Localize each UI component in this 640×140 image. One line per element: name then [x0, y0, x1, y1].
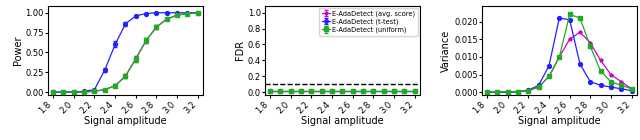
E-AdaDetect (avg. score) — [514, 91, 522, 93]
E-AdaDetect (t-test) — [597, 84, 605, 86]
E-AdaDetect (uniform) — [607, 81, 615, 83]
E-AdaDetect (t-test) — [514, 91, 522, 93]
E-AdaDetect (t-test) — [628, 90, 636, 91]
E-AdaDetect (uniform) — [556, 56, 563, 58]
E-AdaDetect (t-test) — [483, 92, 491, 93]
E-AdaDetect (t-test) — [576, 63, 584, 65]
E-AdaDetect (avg. score) — [566, 38, 573, 40]
Y-axis label: Power: Power — [13, 36, 22, 65]
E-AdaDetect (uniform) — [566, 14, 573, 15]
E-AdaDetect (t-test) — [556, 17, 563, 19]
Legend: E-AdaDetect (avg. score), E-AdaDetect (t-test), E-AdaDetect (uniform): E-AdaDetect (avg. score), E-AdaDetect (t… — [319, 8, 418, 36]
E-AdaDetect (uniform) — [514, 91, 522, 93]
E-AdaDetect (avg. score) — [628, 88, 636, 90]
E-AdaDetect (t-test) — [504, 91, 511, 93]
E-AdaDetect (uniform) — [545, 76, 553, 77]
Y-axis label: Variance: Variance — [442, 29, 451, 72]
Line: E-AdaDetect (avg. score): E-AdaDetect (avg. score) — [485, 30, 634, 94]
E-AdaDetect (avg. score) — [556, 56, 563, 58]
E-AdaDetect (t-test) — [566, 19, 573, 21]
X-axis label: Signal amplitude: Signal amplitude — [84, 116, 167, 126]
E-AdaDetect (uniform) — [525, 90, 532, 91]
X-axis label: Signal amplitude: Signal amplitude — [301, 116, 384, 126]
E-AdaDetect (t-test) — [535, 84, 543, 86]
X-axis label: Signal amplitude: Signal amplitude — [518, 116, 600, 126]
E-AdaDetect (t-test) — [493, 91, 501, 93]
Line: E-AdaDetect (t-test): E-AdaDetect (t-test) — [485, 16, 634, 94]
E-AdaDetect (avg. score) — [525, 90, 532, 91]
E-AdaDetect (uniform) — [576, 17, 584, 19]
E-AdaDetect (avg. score) — [618, 81, 625, 83]
E-AdaDetect (t-test) — [607, 86, 615, 88]
E-AdaDetect (avg. score) — [576, 31, 584, 33]
E-AdaDetect (uniform) — [586, 46, 594, 47]
E-AdaDetect (uniform) — [483, 92, 491, 93]
Y-axis label: FDR: FDR — [235, 40, 244, 60]
E-AdaDetect (avg. score) — [586, 42, 594, 44]
E-AdaDetect (t-test) — [545, 65, 553, 67]
E-AdaDetect (uniform) — [597, 70, 605, 72]
E-AdaDetect (t-test) — [618, 88, 625, 90]
E-AdaDetect (avg. score) — [597, 60, 605, 61]
E-AdaDetect (avg. score) — [493, 91, 501, 93]
E-AdaDetect (t-test) — [586, 81, 594, 83]
E-AdaDetect (uniform) — [618, 84, 625, 86]
E-AdaDetect (avg. score) — [504, 91, 511, 93]
E-AdaDetect (avg. score) — [483, 92, 491, 93]
E-AdaDetect (uniform) — [628, 88, 636, 90]
E-AdaDetect (t-test) — [525, 89, 532, 91]
Line: E-AdaDetect (uniform): E-AdaDetect (uniform) — [485, 12, 634, 94]
E-AdaDetect (avg. score) — [545, 76, 553, 77]
E-AdaDetect (uniform) — [535, 86, 543, 88]
E-AdaDetect (uniform) — [493, 91, 501, 93]
E-AdaDetect (uniform) — [504, 91, 511, 93]
E-AdaDetect (avg. score) — [607, 74, 615, 75]
E-AdaDetect (avg. score) — [535, 86, 543, 88]
